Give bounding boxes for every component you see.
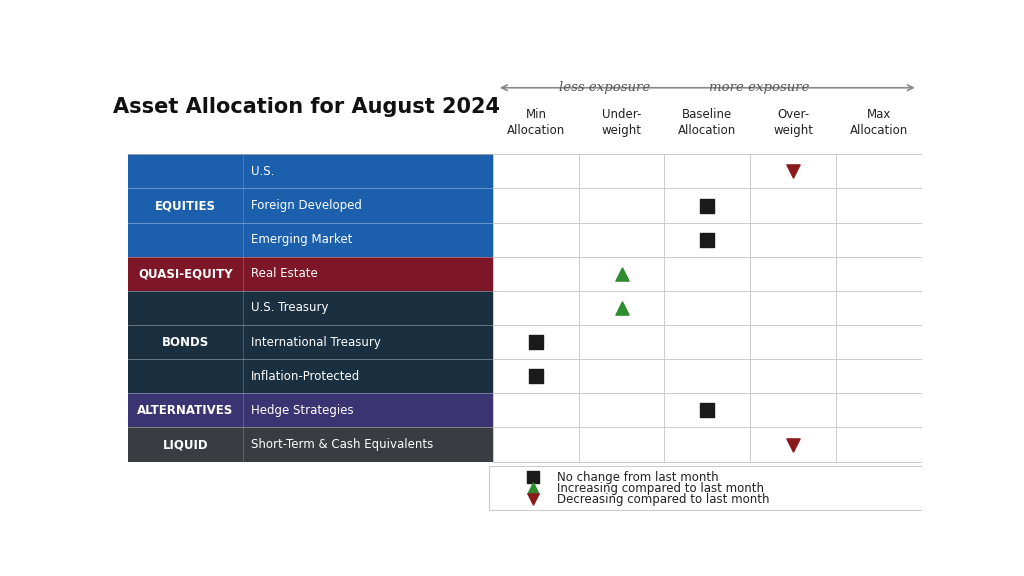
Point: [784, 440, 801, 449]
Text: Emerging Market: Emerging Market: [251, 233, 352, 246]
Text: U.S. Treasury: U.S. Treasury: [251, 301, 329, 314]
Bar: [128, 154, 494, 188]
Point: [699, 235, 716, 244]
Bar: [494, 154, 922, 188]
Bar: [494, 188, 922, 222]
Bar: [128, 188, 494, 222]
Bar: [128, 359, 494, 393]
Bar: [494, 257, 922, 291]
Text: Increasing compared to last month: Increasing compared to last month: [557, 482, 764, 495]
Bar: [128, 427, 494, 461]
Text: Asset Allocation for August 2024: Asset Allocation for August 2024: [113, 97, 500, 117]
Text: Foreign Developed: Foreign Developed: [251, 199, 361, 212]
Text: Inflation-Protected: Inflation-Protected: [251, 370, 360, 383]
Point: [699, 406, 716, 415]
Bar: [494, 393, 922, 427]
Text: No change from last month: No change from last month: [557, 471, 718, 484]
Text: Min
Allocation: Min Allocation: [507, 108, 565, 137]
Bar: [494, 359, 922, 393]
Point: [524, 472, 541, 482]
Text: Short-Term & Cash Equivalents: Short-Term & Cash Equivalents: [251, 438, 433, 451]
Text: QUASI-EQUITY: QUASI-EQUITY: [138, 267, 232, 281]
Bar: [128, 222, 494, 257]
Text: Under-
weight: Under- weight: [602, 108, 642, 137]
Text: Real Estate: Real Estate: [251, 267, 317, 281]
Text: U.S.: U.S.: [251, 165, 274, 178]
Bar: [128, 291, 494, 325]
Point: [784, 166, 801, 176]
Bar: [494, 325, 922, 359]
Bar: [128, 257, 494, 291]
Bar: [494, 427, 922, 461]
Bar: [494, 222, 922, 257]
Bar: [128, 325, 494, 359]
Text: Hedge Strategies: Hedge Strategies: [251, 404, 353, 417]
Text: Max
Allocation: Max Allocation: [850, 108, 908, 137]
Point: [527, 372, 544, 381]
Text: Baseline
Allocation: Baseline Allocation: [678, 108, 736, 137]
Text: LIQUID: LIQUID: [163, 438, 208, 451]
Point: [613, 269, 630, 278]
Bar: [489, 466, 926, 510]
Text: less exposure: less exposure: [559, 81, 650, 94]
Text: Over-
weight: Over- weight: [773, 108, 813, 137]
Point: [524, 495, 541, 504]
Point: [613, 304, 630, 313]
Text: BONDS: BONDS: [162, 336, 209, 348]
Bar: [128, 393, 494, 427]
Text: EQUITIES: EQUITIES: [155, 199, 216, 212]
Text: ALTERNATIVES: ALTERNATIVES: [137, 404, 233, 417]
Point: [524, 484, 541, 493]
Text: more exposure: more exposure: [709, 81, 809, 94]
Point: [699, 201, 716, 210]
Text: Decreasing compared to last month: Decreasing compared to last month: [557, 493, 769, 506]
Text: International Treasury: International Treasury: [251, 336, 381, 348]
Point: [527, 338, 544, 347]
Bar: [494, 291, 922, 325]
